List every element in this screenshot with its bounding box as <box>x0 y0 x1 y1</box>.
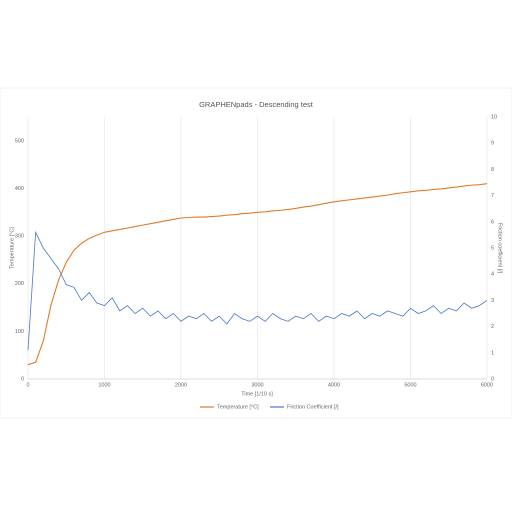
x-tick-label: 0 <box>26 382 29 388</box>
y-tick-label: 300 <box>15 234 24 240</box>
y-tick-label: 500 <box>15 138 24 144</box>
x-tick-label: 2000 <box>175 382 187 388</box>
y2-tick-label: 5 <box>491 245 494 251</box>
y2-tick-label: 0 <box>491 376 494 382</box>
legend-label: Temperature [°C] <box>217 404 259 410</box>
y2-tick-label: 7 <box>491 193 494 199</box>
y-axis-label: Temperature [°C] <box>9 227 15 269</box>
legend-label: Friction Coefficient [/] <box>287 404 339 410</box>
x-tick-label: 4000 <box>328 382 340 388</box>
y2-tick-label: 2 <box>491 324 494 330</box>
x-tick-label: 1000 <box>98 382 110 388</box>
y2-tick-label: 10 <box>491 114 497 120</box>
y2-tick-label: 4 <box>491 272 494 278</box>
chart-title: GRAPHENpads - Descending test <box>199 100 314 109</box>
y2-tick-label: 1 <box>491 350 494 356</box>
series-line <box>27 183 488 366</box>
y-tick-label: 400 <box>15 186 24 192</box>
y2-tick-label: 6 <box>491 219 494 225</box>
x-tick-label: 3000 <box>251 382 263 388</box>
x-tick-label: 6000 <box>481 382 493 388</box>
y2-tick-label: 8 <box>491 167 494 173</box>
y-tick-label: 0 <box>21 376 24 382</box>
chart-frame <box>0 87 512 419</box>
y2-tick-label: 9 <box>491 141 494 147</box>
series-line <box>27 230 488 351</box>
y2-tick-label: 3 <box>491 298 494 304</box>
y-tick-label: 200 <box>15 281 24 287</box>
y-tick-label: 100 <box>15 329 24 335</box>
x-tick-label: 5000 <box>404 382 416 388</box>
x-axis-label: Time [1/10 s] <box>241 391 273 397</box>
y2-axis-label: Friction coefficient [/] <box>497 223 503 274</box>
